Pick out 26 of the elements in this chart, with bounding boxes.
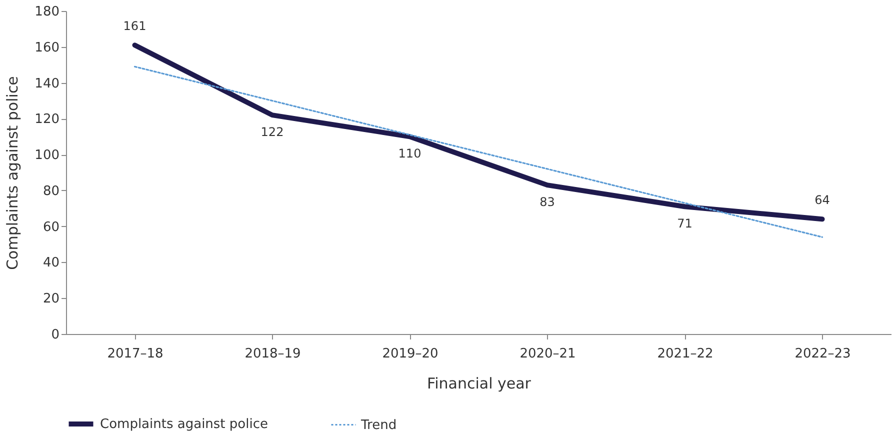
y-tick-label: 40	[42, 256, 60, 271]
data-label: 71	[677, 216, 692, 231]
data-label: 64	[814, 193, 830, 208]
legend-label: Trend	[360, 418, 397, 433]
y-tick-label: 0	[51, 328, 60, 342]
x-tick-label: 2022–23	[794, 346, 851, 362]
x-tick-label: 2018–19	[244, 346, 301, 362]
y-tick-label: 160	[34, 40, 60, 56]
y-tick-label: 60	[42, 220, 60, 235]
data-label: 110	[398, 146, 422, 161]
y-tick-label: 120	[34, 112, 60, 128]
y-tick-label: 80	[42, 184, 60, 199]
x-tick-label: 2020–21	[520, 346, 576, 362]
y-axis-title: Complaints against police	[4, 76, 22, 270]
y-tick-label: 140	[34, 76, 60, 92]
data-label: 122	[260, 125, 284, 140]
data-label: 161	[123, 19, 146, 34]
x-tick-label: 2021–22	[657, 346, 714, 362]
y-tick-label: 180	[34, 4, 60, 20]
x-tick-label: 2019–20	[382, 346, 438, 362]
x-axis-title: Financial year	[427, 374, 532, 392]
y-tick-label: 100	[34, 148, 60, 164]
legend-label: Complaints against police	[100, 417, 268, 432]
y-tick-label: 20	[42, 292, 60, 307]
data-label: 83	[540, 195, 555, 210]
x-tick-label: 2017–18	[107, 346, 164, 362]
